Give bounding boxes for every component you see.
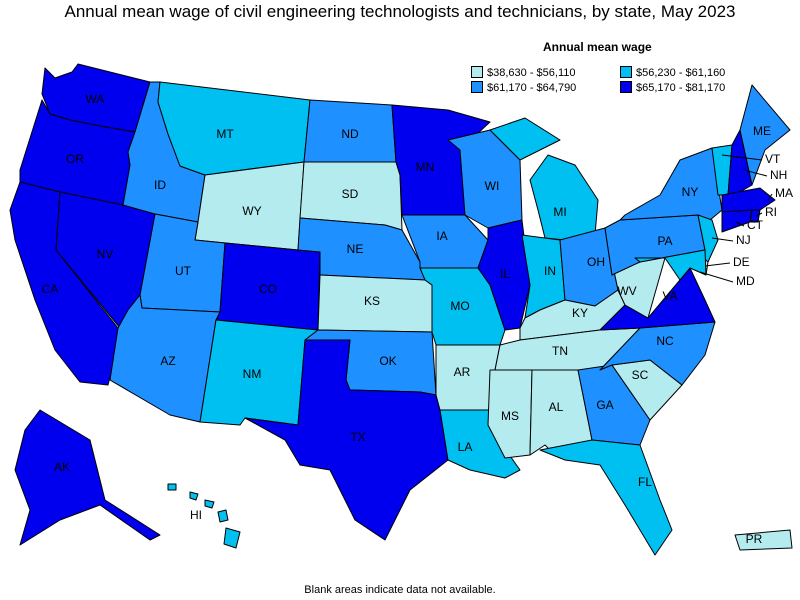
state-label-nc: NC <box>656 334 674 348</box>
state-label-sd: SD <box>342 187 359 201</box>
state-label-me: ME <box>753 124 771 138</box>
state-ma <box>721 187 776 213</box>
legend-item-bin-4: $65,170 - $81,170 <box>620 81 726 94</box>
state-label-ny: NY <box>682 185 699 199</box>
state-label-ut: UT <box>175 264 192 278</box>
state-label-mo: MO <box>450 299 469 313</box>
state-label-pa: PA <box>657 234 672 248</box>
state-label-in: IN <box>544 264 556 278</box>
state-label-mt: MT <box>216 127 234 141</box>
legend-label-bin-2: $56,230 - $61,160 <box>636 67 726 79</box>
leader-line-vt <box>721 154 763 161</box>
state-label-il: IL <box>500 267 510 281</box>
legend-swatch-bin-1 <box>471 66 483 78</box>
state-label-sc: SC <box>632 368 649 382</box>
leader-line-de <box>704 262 731 267</box>
state-label-nv: NV <box>97 247 114 261</box>
state-label-mi: MI <box>553 205 566 219</box>
legend-item-bin-1: $38,630 - $56,110 <box>471 66 576 79</box>
legend-swatch-bin-3 <box>471 81 483 93</box>
state-label-az: AZ <box>160 354 175 368</box>
state-label-ma: MA <box>775 186 793 200</box>
legend-label-bin-4: $65,170 - $81,170 <box>636 82 726 94</box>
state-label-md: MD <box>736 274 755 288</box>
leader-line-ct <box>735 221 745 227</box>
state-label-ct: CT <box>747 218 764 232</box>
state-ms <box>487 369 533 459</box>
state-mt <box>157 81 311 176</box>
state-label-vt: VT <box>765 152 781 166</box>
state-nh <box>727 129 753 196</box>
legend-label-bin-1: $38,630 - $56,110 <box>487 67 576 79</box>
legend-swatch-bin-2 <box>620 66 632 78</box>
state-label-al: AL <box>549 400 564 414</box>
state-az <box>109 294 221 423</box>
state-label-la: LA <box>458 440 473 454</box>
state-me <box>739 84 791 186</box>
state-label-ky: KY <box>572 306 588 320</box>
leader-line-nj <box>711 237 734 242</box>
state-label-mn: MN <box>416 160 435 174</box>
state-ct <box>721 209 753 233</box>
state-label-fl: FL <box>638 475 652 489</box>
leader-line-ma <box>767 193 773 201</box>
state-pr <box>734 529 793 551</box>
state-label-id: ID <box>154 178 166 192</box>
state-label-ks: KS <box>364 294 380 308</box>
state-ny <box>619 147 723 221</box>
state-label-wy: WY <box>242 204 261 218</box>
state-label-ia: IA <box>436 229 447 243</box>
state-label-ri: RI <box>765 205 777 219</box>
state-label-ca: CA <box>42 282 59 296</box>
legend-item-bin-3: $61,170 - $64,790 <box>471 81 577 94</box>
state-label-or: OR <box>66 152 84 166</box>
state-label-ga: GA <box>596 398 613 412</box>
state-label-co: CO <box>259 282 277 296</box>
state-label-nh: NH <box>770 168 787 182</box>
legend-swatch-bin-4 <box>620 81 632 93</box>
state-label-wv: WV <box>617 284 636 298</box>
state-ak <box>14 409 161 546</box>
state-label-nd: ND <box>341 127 359 141</box>
footnote: Blank areas indicate data not available. <box>304 584 496 596</box>
state-label-hi: HI <box>190 508 202 522</box>
state-fl <box>539 439 673 556</box>
state-md <box>634 249 707 281</box>
state-label-wi: WI <box>485 179 500 193</box>
state-label-va: VA <box>662 289 677 303</box>
state-label-nm: NM <box>243 367 262 381</box>
state-label-ak: AK <box>54 460 70 474</box>
legend-label-bin-3: $61,170 - $64,790 <box>487 82 577 94</box>
leader-line-ri <box>755 212 763 217</box>
state-label-tn: TN <box>552 344 568 358</box>
state-hi <box>167 483 241 549</box>
state-label-nj: NJ <box>736 233 751 247</box>
state-label-pr: PR <box>746 532 763 546</box>
leader-line-nh <box>743 169 768 177</box>
legend-title: Annual mean wage <box>543 40 652 54</box>
leader-line-md <box>699 271 734 283</box>
state-label-ok: OK <box>379 354 396 368</box>
state-label-ne: NE <box>347 242 364 256</box>
map-title: Annual mean wage of civil engineering te… <box>64 2 736 21</box>
legend-item-bin-2: $56,230 - $61,160 <box>620 66 726 79</box>
state-label-ms: MS <box>501 409 519 423</box>
state-label-wa: WA <box>86 92 105 106</box>
state-label-tx: TX <box>350 430 365 444</box>
state-label-de: DE <box>733 255 750 269</box>
state-label-oh: OH <box>587 255 605 269</box>
state-label-ar: AR <box>454 365 471 379</box>
